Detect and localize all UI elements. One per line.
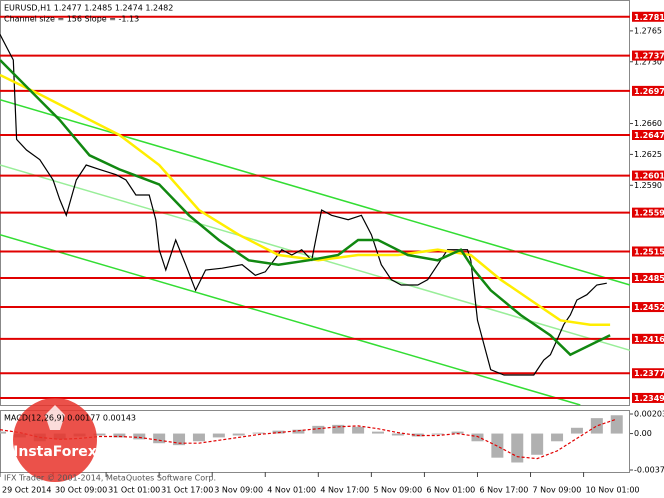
macd-bar	[531, 433, 544, 455]
level-label: 1.2737	[634, 52, 664, 61]
macd-bar	[471, 433, 484, 442]
macd-bar	[252, 432, 265, 434]
level-label: 1.2559	[634, 209, 664, 218]
x-tick-label: 30 Oct 09:00	[55, 486, 107, 495]
signal-line	[0, 418, 617, 460]
level-badge	[632, 392, 664, 403]
macd-bar	[551, 433, 564, 442]
x-tick-label: 29 Oct 2014	[2, 486, 51, 495]
channel-line	[0, 98, 631, 286]
macd-bar	[292, 429, 305, 434]
level-badge	[632, 170, 664, 181]
level-label: 1.2515	[634, 247, 664, 256]
macd-bar	[133, 433, 146, 440]
level-badge	[632, 246, 664, 257]
level-label: 1.2416	[634, 335, 664, 344]
level-label: 1.2349	[634, 394, 664, 403]
macd-bar	[431, 433, 444, 435]
chart-title: EURUSD,H1 1.2477 1.2485 1.2474 1.2482	[4, 4, 173, 13]
line	[0, 73, 611, 326]
x-tick-label: 3 Nov 09:00	[214, 486, 263, 495]
line	[0, 34, 607, 376]
y-tick-label: 1.2660	[634, 119, 662, 128]
level-badge	[632, 50, 664, 61]
x-tick-label: 6 Nov 01:00	[426, 486, 475, 495]
macd-bar	[451, 431, 464, 434]
macd-title: MACD(12,26,9) 0.00177 0.00143	[4, 414, 136, 423]
level-badge	[632, 368, 664, 379]
logo: InstaForex	[13, 398, 97, 482]
macd-bar	[312, 425, 325, 434]
level-badge	[632, 11, 664, 22]
y-tick-label: 1.2590	[634, 181, 662, 190]
level-label: 1.2781	[634, 13, 664, 22]
macd-bar	[212, 433, 225, 438]
macd-bar	[570, 427, 583, 434]
x-tick-label: 4 Nov 01:00	[267, 486, 316, 495]
level-badge	[632, 207, 664, 218]
logo-icon	[45, 405, 65, 430]
macd-bar	[192, 433, 205, 442]
logo-badge	[13, 398, 97, 482]
y-tick-label: 1.2765	[634, 26, 662, 35]
level-badge	[632, 272, 664, 283]
line	[0, 59, 611, 357]
x-tick-label: 31 Oct 01:00	[108, 486, 160, 495]
level-label: 1.2452	[634, 303, 664, 312]
macd-bar	[391, 433, 404, 436]
x-tick-label: 5 Nov 09:00	[373, 486, 422, 495]
macd-bar	[93, 433, 106, 436]
y-tick-label: 0.00	[634, 429, 652, 438]
x-tick-label: 10 Nov 01:00	[586, 486, 640, 495]
level-label: 1.2647	[634, 131, 664, 140]
macd-bar	[153, 433, 166, 444]
copyright: IFX Trader © 2001-2014, MetaQuotes Softw…	[4, 474, 216, 483]
level-label: 1.2697	[634, 87, 664, 96]
macd-bar	[590, 418, 603, 434]
level-label: 1.2377	[634, 369, 664, 378]
y-tick-label: 1.2625	[634, 150, 662, 159]
x-tick-label: 6 Nov 17:00	[479, 486, 528, 495]
macd-bar	[113, 433, 126, 438]
level-label: 1.2601	[634, 172, 664, 181]
macd-bar	[173, 433, 186, 446]
price-frame	[0, 0, 630, 406]
y-tick-label: 0.00203	[634, 410, 664, 419]
x-tick-label: 4 Nov 17:00	[320, 486, 369, 495]
chart-subtitle: Channel size = 156 Slope = -1.13	[4, 15, 139, 24]
level-badge	[632, 302, 664, 313]
macd-bar	[372, 431, 384, 434]
y-tick-label: -0.00378	[634, 466, 664, 475]
macd-bar	[332, 424, 345, 434]
channel-line	[0, 233, 581, 406]
y-tick-label: 1.2730	[634, 57, 662, 66]
level-label: 1.2485	[634, 274, 664, 283]
x-tick-label: 31 Oct 17:00	[161, 486, 213, 495]
macd-bar	[352, 426, 365, 434]
level-badge	[632, 85, 664, 96]
logo-text: InstaForex	[13, 444, 97, 460]
macd-bar	[511, 433, 524, 463]
x-tick-label: 7 Nov 09:00	[533, 486, 582, 495]
level-badge	[632, 333, 664, 344]
level-badge	[632, 130, 664, 140]
macd-frame	[0, 410, 630, 473]
macd-bar	[232, 433, 245, 436]
macd-bar	[0, 431, 6, 434]
macd-bar	[610, 415, 623, 434]
